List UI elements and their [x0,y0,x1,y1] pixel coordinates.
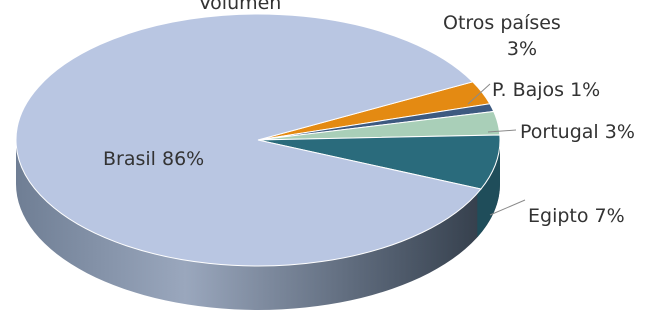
slice-label-brasil: Brasil 86% [103,148,204,170]
slice-label-egipto: Egipto 7% [528,205,625,227]
chart-title: Volumen [199,0,282,14]
leader-line [489,199,526,216]
slice-label-p-bajos: P. Bajos 1% [492,79,600,101]
leader-line [487,129,517,133]
pie-side-egipto [477,140,500,238]
slice-label-otros-paises-line1: Otros países [443,12,561,34]
pie-slice-brasil [15,13,482,267]
leader-line [467,83,491,105]
pie-slice-egipto [257,134,501,190]
pie-slices [15,13,501,267]
pie-depth [16,140,500,310]
leader-lines [467,83,526,216]
pie-side-wall [16,140,500,310]
slice-label-portugal: Portugal 3% [520,121,635,143]
slice-label-otros-paises-line2: 3% [507,38,537,60]
